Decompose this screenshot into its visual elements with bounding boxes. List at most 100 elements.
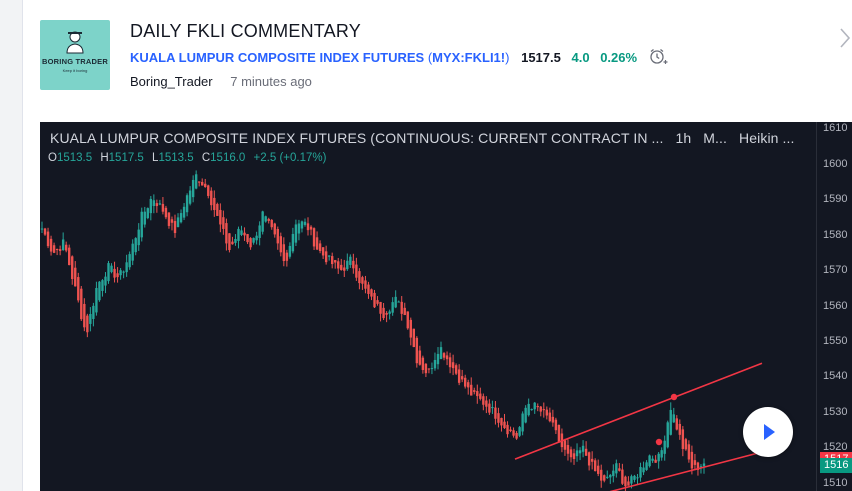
candle-body — [473, 390, 476, 392]
candle-body — [388, 311, 391, 314]
candle-body — [509, 429, 512, 432]
candle-body — [633, 475, 636, 480]
price-tick: 1520 — [823, 441, 848, 454]
candle-body — [95, 287, 98, 313]
candle-body — [185, 195, 189, 213]
price-axis[interactable]: 1510 1520 1530 1540 1550 1560 1570 1580 1590 1600… — [816, 122, 852, 491]
price-tick: 1530 — [823, 405, 848, 418]
candle-body — [288, 245, 292, 257]
candle-body — [609, 474, 612, 478]
candle-body — [460, 376, 464, 380]
symbol-change: 4.0 — [571, 50, 590, 65]
candle-body — [427, 368, 431, 370]
ohlc-high-value: 1517.5 — [108, 152, 144, 164]
ohlc-high-label: H — [100, 152, 109, 164]
candle-body — [406, 311, 409, 329]
candle-body — [267, 218, 270, 221]
candle-body — [291, 233, 295, 252]
candle-body — [612, 470, 615, 477]
chart-style-label[interactable]: Heikin ... — [739, 130, 795, 146]
candle-body — [403, 307, 406, 316]
candle-body — [176, 217, 180, 228]
candle-body — [451, 362, 455, 369]
candle-body — [55, 249, 59, 251]
candle-body — [524, 407, 527, 423]
candle-body — [258, 225, 261, 238]
candle-body — [101, 280, 104, 291]
price-tick: 1580 — [823, 228, 848, 241]
candle-body — [624, 476, 627, 487]
candle-body — [86, 315, 89, 333]
chart-interval[interactable]: 1h — [675, 130, 692, 146]
trendline-anchor-point[interactable] — [670, 393, 678, 401]
candle-body — [506, 424, 509, 435]
add-alert-clock-icon[interactable] — [648, 47, 668, 67]
candle-body — [246, 234, 249, 243]
candle-body — [600, 469, 603, 481]
candle-body — [107, 263, 110, 282]
candle-body — [340, 264, 343, 271]
author-name-link[interactable]: Boring_Trader — [130, 74, 213, 89]
candle-body — [204, 183, 207, 188]
ohlc-open-label: O — [48, 152, 57, 164]
chart-widget[interactable]: KUALA LUMPUR COMPOSITE INDEX FUTURES (CO… — [40, 122, 852, 491]
candle-body — [533, 402, 536, 410]
candle-body — [424, 363, 428, 374]
symbol-name-link[interactable]: KUALA LUMPUR COMPOSITE INDEX FUTURES — [130, 50, 425, 65]
ohlc-low-label: L — [152, 152, 159, 164]
trend-channel-upper-line[interactable] — [514, 362, 763, 460]
play-button[interactable] — [743, 407, 793, 457]
candle-body — [412, 328, 416, 348]
candle-body — [394, 296, 397, 308]
candle-body — [158, 203, 162, 205]
candle-body — [273, 223, 276, 235]
candle-body — [482, 396, 485, 405]
candle-body — [636, 477, 639, 479]
candle-body — [46, 231, 50, 247]
symbol-ticker-link[interactable]: MYX:FKLI1! — [432, 50, 506, 65]
candle-body — [337, 261, 340, 269]
candle-body — [231, 241, 234, 245]
candle-body — [306, 223, 310, 231]
candle-body — [143, 211, 146, 225]
candle-body — [74, 267, 77, 287]
candle-body — [497, 413, 500, 423]
candle-body — [137, 229, 140, 246]
candle-body — [119, 270, 122, 276]
candle-body — [687, 444, 691, 460]
price-tick: 1550 — [823, 334, 848, 347]
candle-body — [194, 174, 198, 189]
candle-body — [213, 197, 216, 211]
candle-body — [252, 237, 255, 243]
candle-body — [297, 223, 301, 234]
candle-body — [397, 301, 400, 303]
trendline-anchor-point[interactable] — [655, 438, 663, 446]
candle-body — [243, 232, 246, 236]
candle-body — [255, 235, 258, 241]
avatar-subtitle: Keep it boring — [62, 68, 88, 73]
trend-channel-lower-line[interactable] — [586, 451, 763, 491]
candle-body — [494, 407, 497, 419]
candle-body — [373, 292, 376, 308]
price-tick: 1570 — [823, 264, 848, 277]
candle-body — [201, 182, 204, 186]
chart-header: KUALA LUMPUR COMPOSITE INDEX FUTURES (CO… — [50, 130, 807, 146]
candle-body — [627, 481, 630, 486]
trader-figure-icon — [66, 31, 84, 54]
post-title[interactable]: DAILY FKLI COMMENTARY — [130, 21, 361, 41]
price-tick: 1510 — [823, 476, 848, 489]
candle-body — [527, 403, 530, 416]
candle-body — [367, 284, 370, 294]
candle-body — [476, 391, 479, 397]
candle-body — [563, 440, 567, 450]
candle-body — [173, 221, 177, 234]
chevron-right-icon[interactable] — [838, 26, 852, 50]
candle-body — [536, 406, 539, 408]
candle-body — [657, 453, 660, 462]
candle-body — [518, 427, 521, 436]
candle-body — [615, 463, 618, 474]
author-avatar[interactable]: BORING TRADER Keep it boring — [40, 20, 110, 90]
candlestick-plot[interactable] — [40, 122, 816, 491]
candle-body — [681, 429, 685, 449]
candle-body — [678, 423, 682, 435]
